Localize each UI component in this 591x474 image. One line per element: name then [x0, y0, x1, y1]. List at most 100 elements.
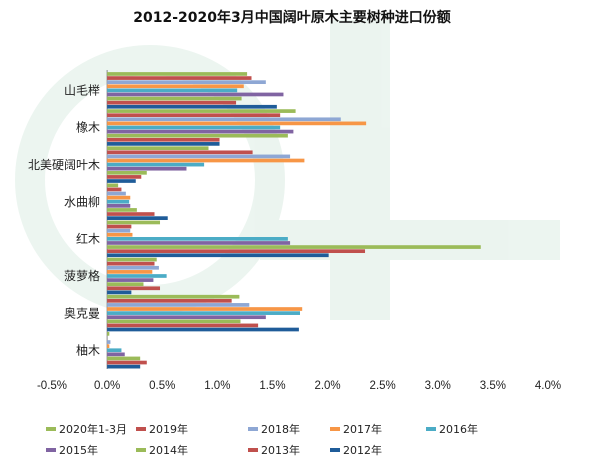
bar: [107, 191, 126, 196]
legend-swatch: [426, 427, 436, 431]
x-tick-label: 1.0%: [204, 380, 230, 392]
bar: [107, 315, 266, 320]
bar: [107, 117, 341, 122]
bar: [107, 216, 168, 220]
chart-title: 2012-2020年3月中国阔叶原木主要树种进口份额: [133, 9, 450, 26]
bar: [107, 208, 137, 212]
legend-swatch: [136, 427, 146, 431]
bar: [107, 303, 250, 307]
bar: [107, 278, 154, 282]
x-tick-label: 3.0%: [425, 380, 451, 392]
category-label: 红木: [76, 231, 100, 246]
bar: [107, 286, 161, 291]
bar: [107, 129, 294, 134]
bar: [107, 121, 367, 126]
bar: [107, 179, 136, 183]
bar: [107, 241, 291, 245]
bar: [107, 232, 133, 237]
legend-swatch: [46, 448, 56, 452]
bar: [107, 360, 147, 365]
bar: [107, 162, 205, 167]
x-tick-label: 2.0%: [314, 380, 340, 392]
x-tick-label: -0.5%: [37, 380, 67, 392]
legend-label: 2020年1-3月: [59, 422, 127, 436]
bar: [107, 158, 305, 163]
bar: [107, 96, 242, 101]
bar: [107, 137, 220, 142]
bar: [107, 187, 122, 192]
legend-label: 2013年: [261, 443, 300, 457]
legend-swatch: [330, 448, 340, 452]
bar: [107, 146, 209, 151]
bar: [107, 245, 481, 249]
bar: [107, 113, 281, 118]
category-label: 奥克曼: [64, 306, 100, 320]
category-label: 橡木: [76, 121, 100, 135]
legend-swatch: [248, 427, 258, 431]
bar: [107, 142, 220, 146]
watermark: [15, 20, 560, 320]
category-label: 北美硬阔叶木: [28, 158, 100, 172]
bar: [107, 261, 155, 266]
bar: [107, 88, 238, 93]
bar: [107, 327, 299, 332]
bar: [107, 356, 141, 361]
bar: [107, 331, 110, 336]
bar: [107, 249, 366, 254]
bar: [107, 80, 266, 85]
bar: [107, 253, 329, 258]
legend-label: 2019年: [149, 422, 188, 436]
bar: [107, 319, 241, 324]
bar: [107, 183, 119, 188]
x-tick-label: 4.0%: [535, 380, 561, 392]
legend-label: 2012年: [343, 443, 382, 457]
bar: [107, 237, 288, 241]
bar: [107, 150, 253, 155]
bar: [107, 348, 122, 353]
bar: [107, 257, 157, 262]
bar: [107, 104, 277, 109]
x-tick-label: 3.5%: [480, 380, 506, 392]
bar: [107, 195, 131, 200]
category-label: 菠萝格: [64, 268, 100, 283]
x-tick-label: 0.5%: [149, 380, 175, 392]
bar: [107, 220, 161, 225]
bar: [107, 175, 142, 179]
bar: [107, 133, 288, 138]
bar: [107, 212, 155, 216]
category-label: 水曲柳: [64, 195, 100, 209]
legend: 2020年1-3月 2019年 2018年 2017年 2016年 2015年 2014年 2…: [46, 422, 478, 457]
bar: [107, 170, 147, 175]
bar: [107, 92, 284, 97]
bar: [107, 154, 291, 159]
bar: [107, 76, 252, 80]
legend-label: 2014年: [149, 443, 188, 457]
bar: [107, 109, 296, 113]
bar: [107, 166, 187, 171]
x-tick-label: 2.5%: [370, 380, 396, 392]
bar: [107, 274, 167, 278]
bar: [107, 199, 130, 204]
x-tick-label: 0.0%: [94, 380, 120, 392]
bar: [107, 100, 237, 105]
bar: [107, 228, 131, 233]
legend-swatch: [330, 427, 340, 431]
bar: [107, 290, 132, 295]
bar: [107, 125, 281, 130]
bar: [107, 224, 132, 229]
legend-swatch: [248, 448, 258, 452]
category-label: 柚木: [76, 342, 100, 357]
bar: [107, 344, 110, 348]
legend-label: 2018年: [261, 422, 300, 436]
category-label: 山毛榉: [64, 84, 100, 98]
bar: [107, 270, 153, 274]
bar: [107, 72, 248, 76]
bar: [107, 311, 300, 315]
legend-label: 2017年: [343, 422, 382, 436]
legend-swatch: [136, 448, 146, 452]
bar: [107, 352, 125, 357]
bar: [107, 340, 111, 344]
legend-label: 2015年: [59, 443, 98, 457]
bar: [107, 364, 141, 369]
